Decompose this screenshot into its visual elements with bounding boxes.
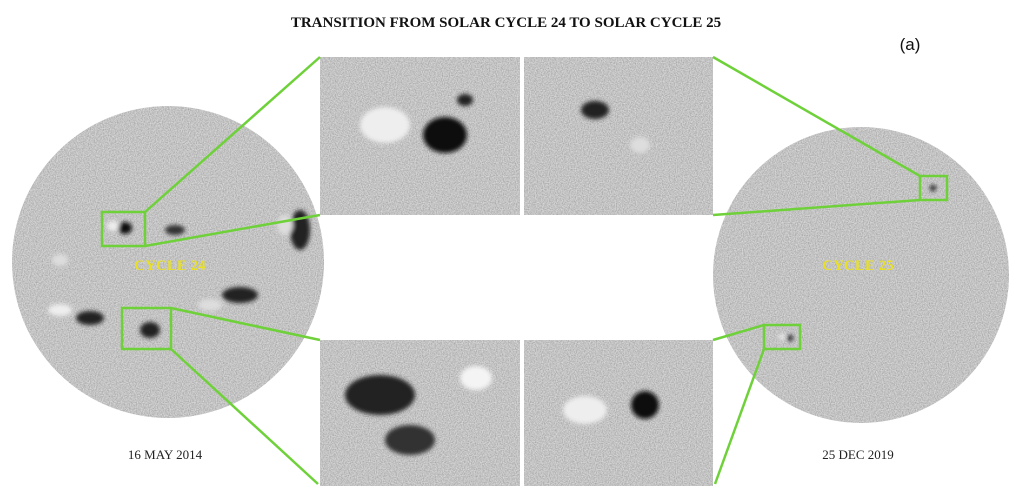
connector (144, 213, 321, 248)
connector (170, 306, 321, 342)
zoom-box (120, 306, 173, 351)
connector (713, 348, 766, 485)
right-disk (713, 127, 1009, 423)
zoom-indicators (100, 55, 949, 485)
active-regions (779, 185, 936, 341)
zoom-panel (320, 57, 520, 215)
disk-label: CYCLE 24 (134, 258, 206, 274)
panel-features (345, 94, 659, 455)
zoom-panel (524, 57, 713, 215)
disk-label: CYCLE 25 (822, 258, 893, 274)
zoom-panel (320, 340, 520, 486)
connector (712, 55, 921, 178)
zoom-box (100, 210, 147, 248)
connector (170, 348, 319, 485)
zoom-box (762, 323, 802, 351)
zoom-box (918, 174, 949, 202)
title: TRANSITION FROM SOLAR CYCLE 24 TO SOLAR … (291, 15, 721, 31)
date-label: 16 MAY 2014 (128, 447, 203, 462)
panel-label: (a) (900, 35, 921, 54)
connector (712, 198, 921, 217)
zoom-panel (524, 340, 713, 486)
date-label: 25 DEC 2019 (822, 447, 894, 462)
disk-texture (713, 127, 1009, 423)
connector (144, 56, 321, 213)
disk-texture (12, 106, 324, 418)
connector (712, 323, 765, 342)
zoom-panels (320, 57, 713, 486)
